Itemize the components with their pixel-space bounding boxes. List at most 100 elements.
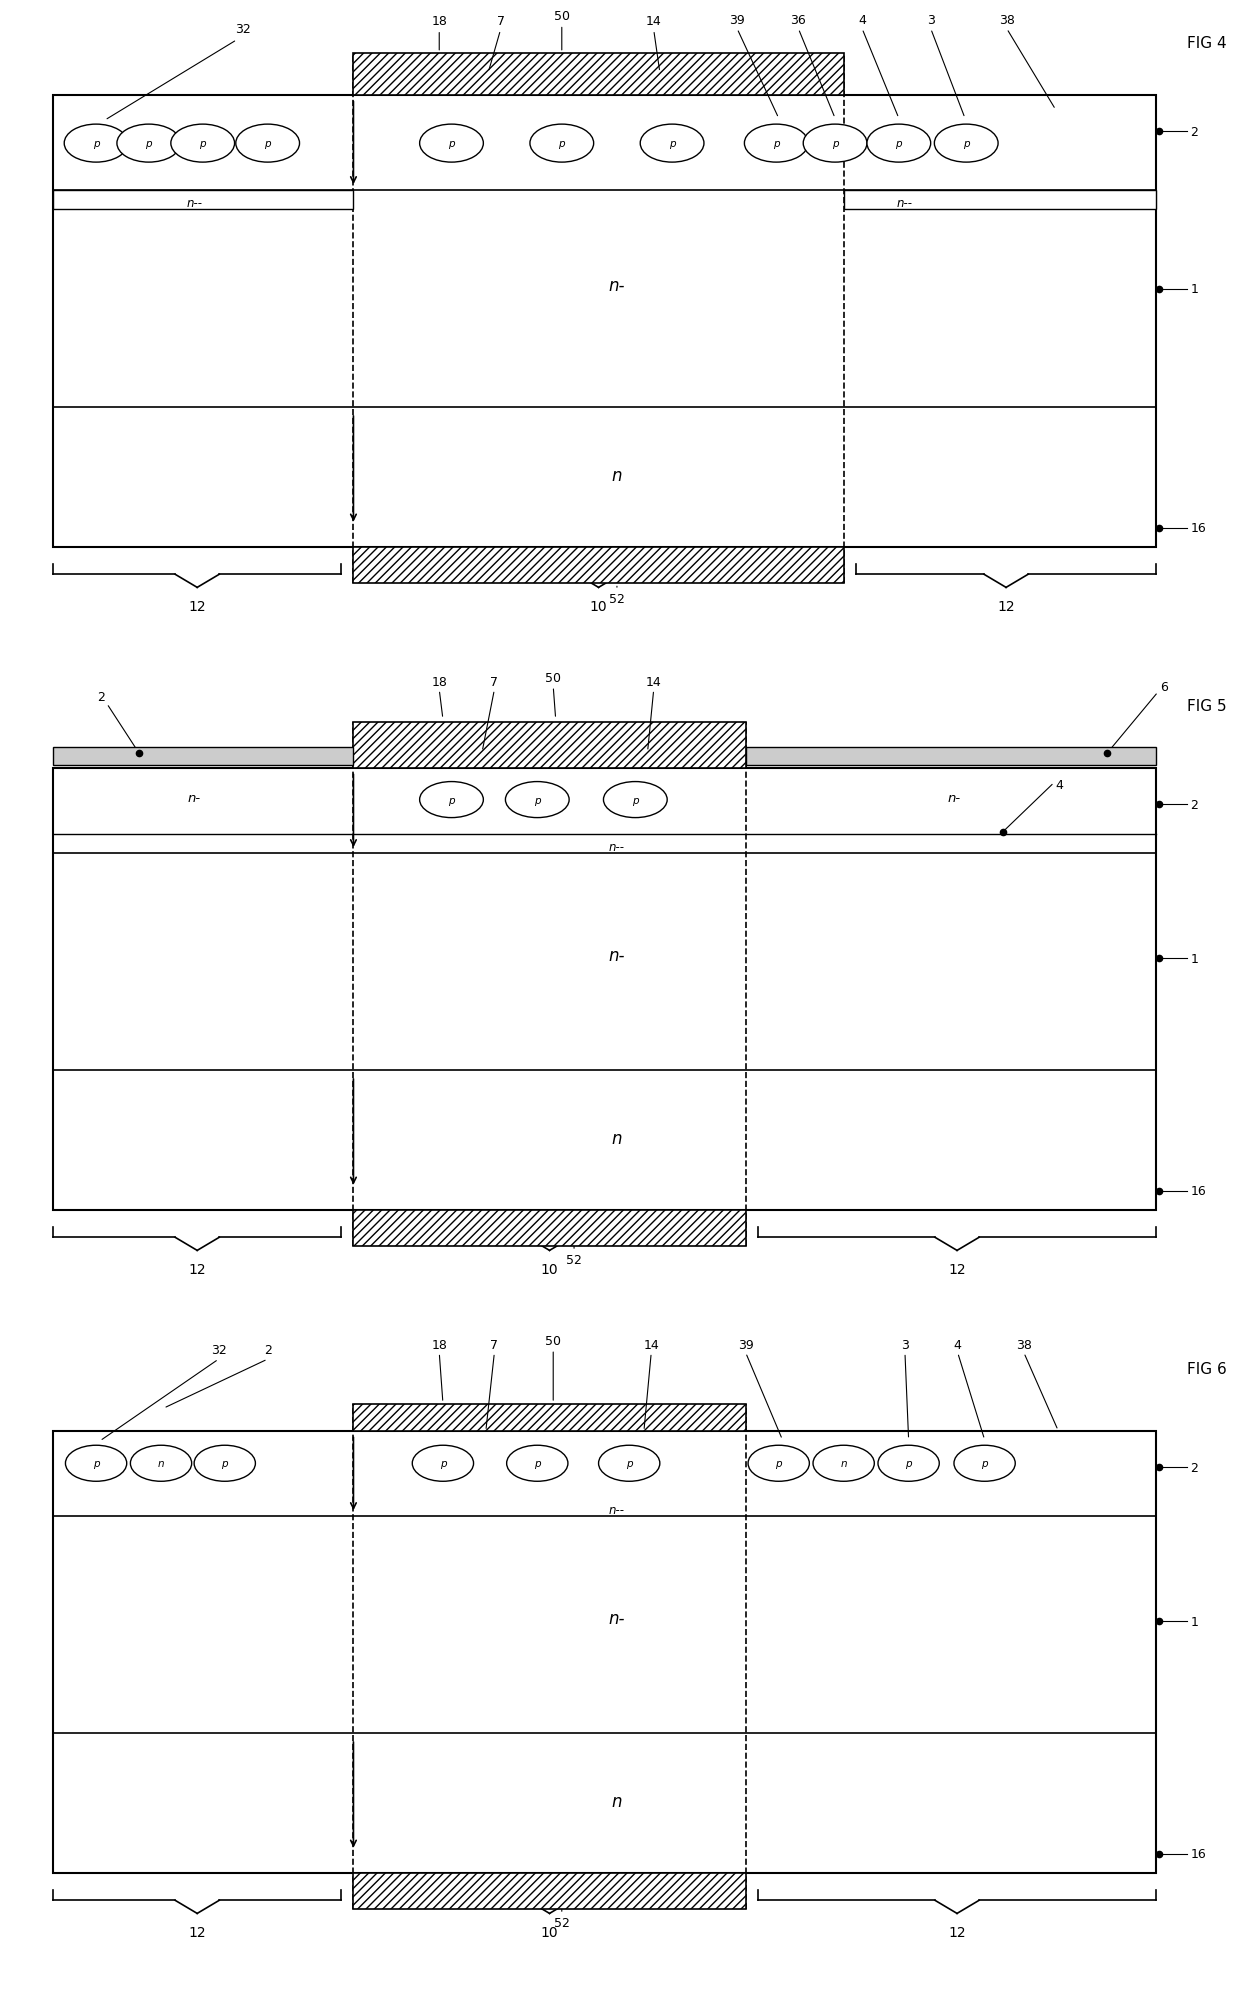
Text: 12: 12: [188, 601, 206, 615]
Ellipse shape: [744, 125, 808, 163]
Ellipse shape: [935, 125, 998, 163]
Bar: [353, 1211, 745, 1247]
Text: 12: 12: [997, 601, 1014, 615]
Text: 18: 18: [432, 16, 448, 28]
Bar: [53, 768, 1156, 1211]
Ellipse shape: [599, 1446, 660, 1482]
Text: 2: 2: [1190, 1462, 1198, 1474]
Text: FIG 6: FIG 6: [1187, 1362, 1226, 1376]
Text: p: p: [93, 1458, 99, 1468]
Text: p: p: [145, 139, 153, 149]
Ellipse shape: [419, 125, 484, 163]
Text: 52: 52: [567, 1253, 582, 1267]
Text: p: p: [264, 139, 272, 149]
Text: 6: 6: [1159, 680, 1168, 694]
Text: n: n: [611, 1792, 622, 1810]
Text: 7: 7: [496, 16, 505, 28]
Ellipse shape: [412, 1446, 474, 1482]
Text: p: p: [632, 796, 639, 806]
Text: p: p: [905, 1458, 911, 1468]
Text: p: p: [895, 139, 903, 149]
Ellipse shape: [130, 1446, 192, 1482]
Text: 14: 14: [646, 674, 662, 688]
Ellipse shape: [66, 1446, 126, 1482]
Text: 16: 16: [1190, 1848, 1207, 1860]
Text: n--: n--: [186, 197, 202, 211]
Text: 2: 2: [1190, 125, 1198, 139]
Text: 50: 50: [546, 1335, 562, 1349]
Text: n--: n--: [609, 1504, 625, 1516]
Text: p: p: [668, 139, 676, 149]
Text: 16: 16: [1190, 521, 1207, 535]
Text: 10: 10: [541, 1263, 558, 1277]
Text: n--: n--: [609, 841, 625, 853]
Text: n--: n--: [897, 197, 913, 211]
Bar: [745, 748, 1156, 766]
Ellipse shape: [640, 125, 704, 163]
Text: 2: 2: [264, 1345, 272, 1356]
Text: FIG 4: FIG 4: [1187, 36, 1226, 52]
Bar: [353, 549, 843, 585]
Text: n-: n-: [187, 792, 201, 806]
Ellipse shape: [195, 1446, 255, 1482]
Text: p: p: [775, 1458, 782, 1468]
Text: 12: 12: [949, 1925, 966, 1939]
Ellipse shape: [507, 1446, 568, 1482]
Text: 14: 14: [646, 16, 662, 28]
Text: 50: 50: [554, 10, 570, 24]
Text: 39: 39: [738, 1339, 754, 1351]
Ellipse shape: [117, 125, 181, 163]
Text: 3: 3: [901, 1339, 909, 1351]
Text: n-: n-: [947, 792, 961, 806]
Ellipse shape: [804, 125, 867, 163]
Text: 7: 7: [490, 674, 498, 688]
Text: 12: 12: [188, 1925, 206, 1939]
Bar: [53, 1432, 1156, 1874]
Text: 52: 52: [554, 1915, 569, 1929]
Ellipse shape: [64, 125, 128, 163]
Text: 39: 39: [729, 14, 745, 26]
Text: 18: 18: [432, 674, 448, 688]
Text: 1: 1: [1190, 953, 1198, 965]
Bar: [53, 191, 353, 209]
Text: p: p: [200, 139, 206, 149]
Text: p: p: [93, 139, 99, 149]
Text: 2: 2: [97, 690, 104, 704]
Ellipse shape: [171, 125, 234, 163]
Ellipse shape: [954, 1446, 1016, 1482]
Text: p: p: [448, 796, 455, 806]
Text: 36: 36: [790, 14, 806, 26]
Text: p: p: [558, 139, 565, 149]
Text: p: p: [832, 139, 838, 149]
Text: p: p: [440, 1458, 446, 1468]
Ellipse shape: [867, 125, 931, 163]
Text: 1: 1: [1190, 1615, 1198, 1627]
Text: p: p: [534, 796, 541, 806]
Text: 4: 4: [858, 14, 866, 26]
Ellipse shape: [236, 125, 300, 163]
Text: n: n: [611, 467, 622, 485]
Text: 38: 38: [1016, 1339, 1032, 1351]
Text: 12: 12: [188, 1263, 206, 1277]
Text: p: p: [773, 139, 780, 149]
Text: FIG 5: FIG 5: [1187, 698, 1226, 714]
Text: 12: 12: [949, 1263, 966, 1277]
Ellipse shape: [878, 1446, 939, 1482]
Text: 4: 4: [1055, 778, 1064, 792]
Text: p: p: [981, 1458, 988, 1468]
Text: n: n: [841, 1458, 847, 1468]
Text: n-: n-: [609, 1609, 625, 1627]
Text: n-: n-: [609, 947, 625, 965]
Text: 32: 32: [236, 24, 250, 36]
Text: n: n: [157, 1458, 165, 1468]
Text: 2: 2: [1190, 798, 1198, 812]
Text: 10: 10: [590, 601, 608, 615]
Text: 1: 1: [1190, 282, 1198, 296]
Text: 7: 7: [490, 1339, 498, 1351]
Bar: [53, 95, 1156, 549]
Text: 50: 50: [546, 672, 562, 684]
Text: p: p: [448, 139, 455, 149]
Ellipse shape: [748, 1446, 810, 1482]
Text: 16: 16: [1190, 1185, 1207, 1197]
Bar: [353, 54, 843, 95]
